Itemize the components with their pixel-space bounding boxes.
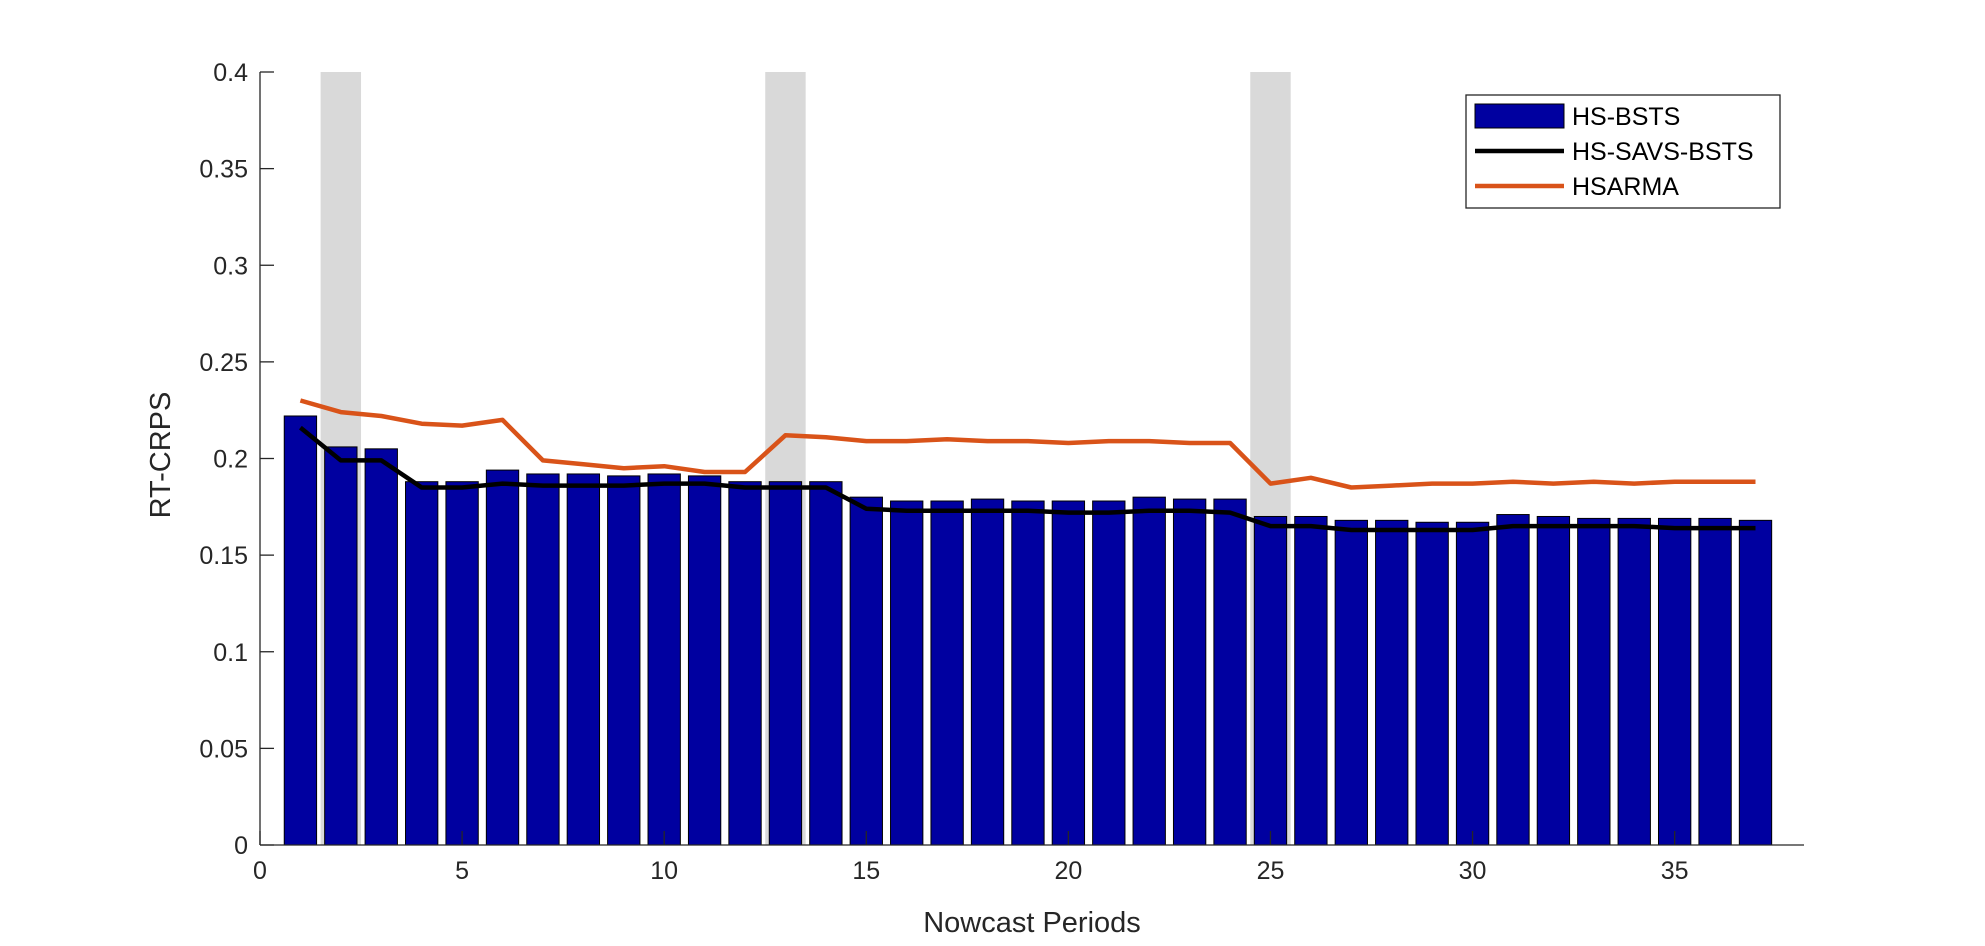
y-tick-label: 0.3 [213, 252, 248, 280]
y-tick-label: 0 [234, 832, 248, 860]
bar-26 [1294, 515, 1328, 846]
bar-20 [1051, 500, 1086, 846]
bar-29 [1415, 521, 1449, 846]
legend-label-hsarma: HSARMA [1572, 173, 1679, 201]
bar-25 [1253, 515, 1288, 846]
y-tick-label: 0.2 [213, 446, 248, 474]
bar-13 [768, 481, 803, 846]
bar-6 [485, 469, 520, 846]
line-series [298, 398, 1756, 533]
x-tick-label: 20 [1054, 857, 1082, 885]
bar-4 [405, 481, 439, 846]
bar-18 [970, 498, 1005, 846]
bar-1 [283, 415, 318, 846]
y-axis-title: RT-CRPS [145, 392, 177, 519]
bar-10 [647, 473, 681, 846]
series-line-hsarma [299, 398, 1756, 490]
x-tick-label: 15 [852, 857, 880, 885]
y-tick-label: 0.4 [213, 59, 248, 87]
x-tick-label: 5 [455, 857, 469, 885]
x-tick-label: 30 [1459, 857, 1487, 885]
x-tick-label: 0 [253, 857, 267, 885]
legend: HS-BSTS HS-SAVS-BSTS HSARMA [1465, 94, 1781, 209]
bar-23 [1172, 498, 1207, 846]
shaded-periods [320, 72, 1291, 845]
bar-14 [809, 481, 843, 846]
legend-swatch-hs-bsts [1474, 103, 1565, 129]
bar-33 [1577, 517, 1611, 846]
bar-series [283, 415, 1773, 846]
x-tick-label: 25 [1257, 857, 1285, 885]
y-tick-label: 0.15 [199, 542, 248, 570]
bar-30 [1455, 521, 1490, 846]
bar-36 [1698, 517, 1732, 846]
bar-27 [1334, 519, 1368, 846]
bar-32 [1536, 515, 1571, 846]
bar-24 [1213, 498, 1247, 846]
bar-3 [364, 448, 398, 846]
bar-34 [1617, 517, 1651, 846]
bar-19 [1011, 500, 1045, 846]
legend-label-hs-savs-bsts: HS-SAVS-BSTS [1572, 138, 1754, 166]
bar-7 [526, 473, 560, 846]
y-tick-label: 0.05 [199, 735, 248, 763]
bar-8 [566, 473, 601, 846]
x-tick-label: 10 [650, 857, 678, 885]
axes: 0 0.05 0.1 0.15 0.2 0.25 0.3 0.35 0.4 0 5 10 15 20 25 3… [199, 59, 1804, 885]
legend-label-hs-bsts: HS-BSTS [1572, 103, 1680, 131]
bar-35 [1657, 517, 1692, 846]
y-tick-label: 0.35 [199, 156, 248, 184]
bar-16 [890, 500, 924, 846]
bar-28 [1375, 519, 1409, 846]
bar-17 [930, 500, 964, 846]
bar-2 [324, 446, 358, 846]
series-line-hs-savs-bsts [298, 425, 1756, 533]
x-axis-title: Nowcast Periods [923, 907, 1141, 939]
bar-9 [607, 475, 641, 846]
bar-15 [849, 496, 883, 846]
y-tick-label: 0.25 [199, 349, 248, 377]
y-tick-label: 0.1 [213, 639, 248, 667]
bar-21 [1092, 500, 1126, 846]
bar-37 [1738, 519, 1773, 846]
bar-31 [1496, 514, 1530, 846]
x-tick-label: 35 [1661, 857, 1689, 885]
bar-5 [445, 481, 479, 846]
bar-12 [728, 481, 762, 846]
bar-11 [687, 475, 722, 846]
bar-22 [1132, 496, 1166, 846]
